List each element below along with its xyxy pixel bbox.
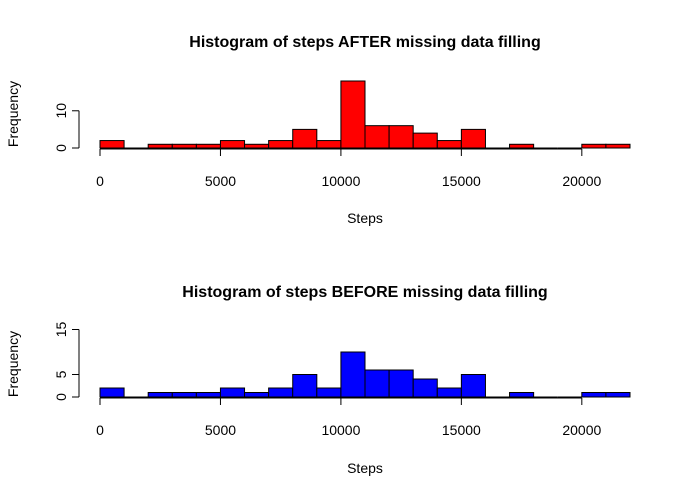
histogram-bar [412, 132, 438, 149]
histogram-bar [581, 143, 607, 149]
histogram-bar [171, 392, 197, 398]
histogram-panel-before: Histogram of steps BEFORE missing data f… [5, 284, 631, 476]
x-axis-after: 0 5000 10000 15000 20000 [96, 148, 601, 189]
histogram-bar [171, 143, 197, 149]
histogram-bar [219, 140, 246, 149]
histogram-bar [388, 369, 414, 398]
x-tick-label: 20000 [562, 422, 601, 438]
histogram-bar [509, 143, 535, 149]
x-tick-label: 20000 [562, 173, 601, 189]
x-axis-before: 0 5000 10000 15000 20000 [96, 397, 601, 438]
y-axis-before: 0 5 15 [53, 322, 80, 401]
histogram-bar [460, 128, 486, 149]
y-tick-label: 10 [53, 103, 69, 119]
x-axis-label-before: Steps [347, 460, 383, 476]
histogram-bar [436, 387, 462, 398]
x-tick-label: 0 [96, 422, 104, 438]
histogram-bar [195, 392, 221, 398]
histogram-bar [364, 125, 390, 149]
histogram-bar [412, 378, 438, 398]
x-tick-label: 10000 [321, 422, 360, 438]
y-tick-label: 5 [53, 370, 69, 378]
y-axis-after: 0 10 [53, 103, 80, 152]
histogram-bar [316, 387, 342, 398]
histogram-bar [99, 387, 125, 398]
histogram-panel-after: Histogram of steps AFTER missing data fi… [5, 34, 631, 226]
histogram-bar [388, 125, 414, 149]
y-axis-label-after: Frequency [5, 81, 21, 147]
histogram-bar [364, 369, 390, 398]
histogram-bar [460, 374, 486, 398]
x-tick-label: 15000 [442, 422, 481, 438]
histogram-bar [292, 128, 318, 149]
histogram-bar [268, 387, 294, 398]
y-tick-label: 0 [53, 144, 69, 152]
x-tick-label: 15000 [442, 173, 481, 189]
histogram-bar [195, 143, 221, 149]
histogram-bar [219, 387, 246, 398]
x-tick-label: 5000 [205, 422, 236, 438]
histogram-bar [244, 392, 270, 398]
histogram-bar [147, 143, 173, 149]
bars-after [99, 80, 631, 149]
histogram-bar [316, 140, 342, 149]
x-tick-label: 5000 [205, 173, 236, 189]
histogram-bar [244, 143, 270, 149]
histogram-bar [509, 392, 535, 398]
chart-title-after: Histogram of steps AFTER missing data fi… [189, 34, 540, 51]
x-tick-label: 10000 [321, 173, 360, 189]
y-axis-label-before: Frequency [5, 331, 21, 397]
histogram-bar [147, 392, 173, 398]
histogram-bar [436, 140, 462, 149]
x-tick-label: 0 [96, 173, 104, 189]
histogram-bar [581, 392, 607, 398]
histogram-bar [99, 140, 125, 149]
histogram-bar [605, 392, 631, 398]
histogram-bar [340, 80, 366, 149]
bars-before [99, 351, 631, 398]
histogram-bar [268, 140, 294, 149]
histogram-bar [340, 351, 366, 398]
x-axis-label-after: Steps [347, 210, 383, 226]
y-tick-label: 15 [53, 322, 69, 338]
y-tick-label: 0 [53, 393, 69, 401]
histogram-bar [292, 374, 318, 398]
chart-title-before: Histogram of steps BEFORE missing data f… [182, 284, 547, 301]
histogram-bar [605, 143, 631, 149]
